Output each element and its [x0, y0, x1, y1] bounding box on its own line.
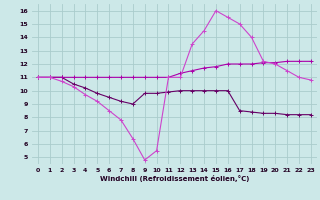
X-axis label: Windchill (Refroidissement éolien,°C): Windchill (Refroidissement éolien,°C) — [100, 175, 249, 182]
